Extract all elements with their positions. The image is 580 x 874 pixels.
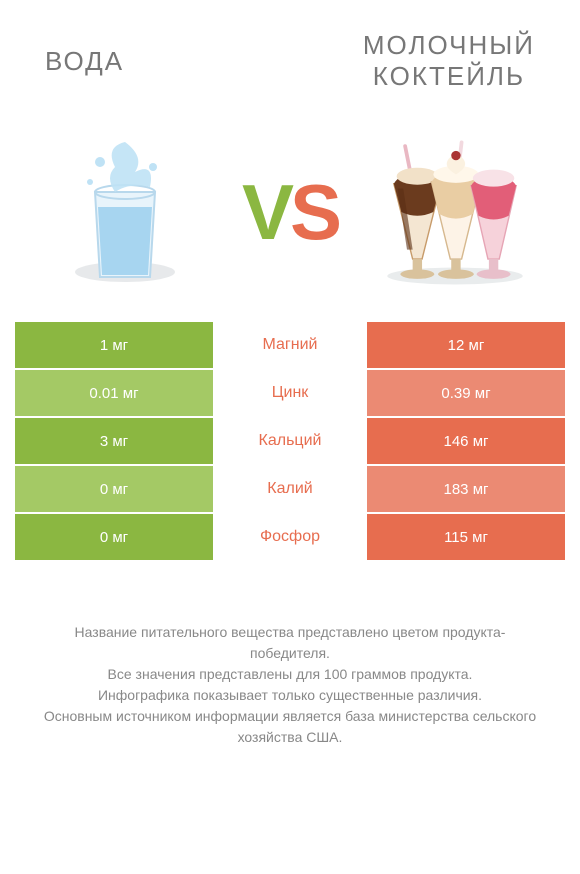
cell-left-value: 0.01 мг xyxy=(15,370,213,416)
cell-right-value: 146 мг xyxy=(367,418,565,464)
water-image xyxy=(45,132,205,292)
table-row: 0.01 мгЦинк0.39 мг xyxy=(15,370,565,418)
footer-line-4: Основным источником информации является … xyxy=(35,706,545,748)
milkshake-image xyxy=(375,132,535,292)
footer-line-1: Название питательного вещества представл… xyxy=(35,622,545,664)
cell-right-value: 183 мг xyxy=(367,466,565,512)
cell-left-value: 0 мг xyxy=(15,514,213,560)
images-row: VS xyxy=(15,112,565,322)
cell-right-value: 12 мг xyxy=(367,322,565,368)
title-right-line2: КОКТЕЙЛЬ xyxy=(363,61,535,92)
cell-right-value: 0.39 мг xyxy=(367,370,565,416)
cell-nutrient-label: Цинк xyxy=(213,370,367,416)
cell-left-value: 3 мг xyxy=(15,418,213,464)
vs-s-letter: S xyxy=(290,168,338,256)
table-row: 0 мгФосфор115 мг xyxy=(15,514,565,562)
cell-left-value: 0 мг xyxy=(15,466,213,512)
cell-right-value: 115 мг xyxy=(367,514,565,560)
title-right: МОЛОЧНЫЙ КОКТЕЙЛЬ xyxy=(363,30,535,92)
header: ВОДА МОЛОЧНЫЙ КОКТЕЙЛЬ xyxy=(15,20,565,112)
title-left: ВОДА xyxy=(45,46,124,77)
cell-nutrient-label: Калий xyxy=(213,466,367,512)
table-row: 1 мгМагний12 мг xyxy=(15,322,565,370)
footer-notes: Название питательного вещества представл… xyxy=(15,622,565,748)
table-row: 0 мгКалий183 мг xyxy=(15,466,565,514)
footer-line-2: Все значения представлены для 100 граммо… xyxy=(35,664,545,685)
infographic-container: ВОДА МОЛОЧНЫЙ КОКТЕЙЛЬ VS xyxy=(0,0,580,874)
cell-nutrient-label: Магний xyxy=(213,322,367,368)
comparison-table: 1 мгМагний12 мг0.01 мгЦинк0.39 мг3 мгКал… xyxy=(15,322,565,562)
cell-left-value: 1 мг xyxy=(15,322,213,368)
vs-v-letter: V xyxy=(242,168,290,256)
footer-line-3: Инфографика показывает только существенн… xyxy=(35,685,545,706)
table-row: 3 мгКальций146 мг xyxy=(15,418,565,466)
cell-nutrient-label: Фосфор xyxy=(213,514,367,560)
vs-badge: VS xyxy=(242,167,338,258)
title-right-line1: МОЛОЧНЫЙ xyxy=(363,30,535,61)
cell-nutrient-label: Кальций xyxy=(213,418,367,464)
